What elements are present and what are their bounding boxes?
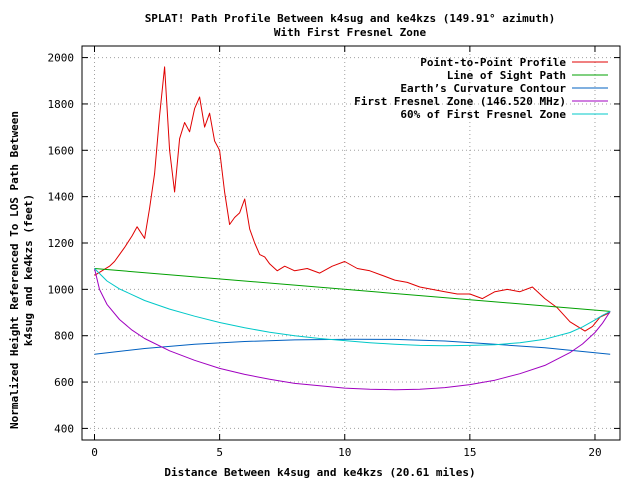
x-tick-label: 15	[463, 446, 476, 459]
series-line-earth-s-curvature-contour	[94, 338, 611, 355]
y-tick-label: 1600	[48, 144, 75, 157]
series-line-line-of-sight-path	[94, 268, 611, 312]
y-tick-label: 600	[54, 376, 74, 389]
plot-frame	[81, 45, 621, 441]
legend-label: First Fresnel Zone (146.520 MHz)	[354, 95, 566, 108]
y-tick-label: 2000	[48, 52, 75, 65]
series-line-point-to-point-profile	[94, 66, 611, 332]
legend-label: 60% of First Fresnel Zone	[400, 108, 566, 121]
y-axis-label-line1: Normalized Height Referenced To LOS Path…	[8, 111, 21, 429]
x-tick-label: 0	[91, 446, 98, 459]
x-tick-label: 10	[338, 446, 351, 459]
y-tick-label: 1000	[48, 283, 75, 296]
y-tick-label: 1200	[48, 237, 75, 250]
y-tick-label: 1800	[48, 98, 75, 111]
series-line-60-of-first-fresnel-zone	[94, 268, 611, 347]
series-group	[94, 66, 611, 391]
x-axis-label: Distance Between k4sug and ke4kzs (20.61…	[164, 466, 475, 479]
x-tick-label: 20	[588, 446, 601, 459]
y-tick-label: 800	[54, 330, 74, 343]
axis-ticks: 0 5 10 15 20 400 600 800 1000 1200 1400 1600 1800 200…	[48, 46, 620, 459]
y-tick-label: 400	[54, 422, 74, 435]
legend-label: Line of Sight Path	[447, 69, 566, 82]
y-tick-label: 1400	[48, 191, 75, 204]
x-tick-label: 5	[216, 446, 223, 459]
chart-title: SPLAT! Path Profile Between k4sug and ke…	[145, 12, 556, 25]
legend-label: Point-to-Point Profile	[420, 56, 566, 69]
series-line-first-fresnel-zone-146-520-mhz	[94, 268, 611, 391]
y-axis-label-line2: k4sug and ke4kzs (feet)	[22, 194, 35, 346]
legend-label: Earth’s Curvature Contour	[400, 82, 566, 95]
chart-subtitle: With First Fresnel Zone	[274, 26, 427, 39]
